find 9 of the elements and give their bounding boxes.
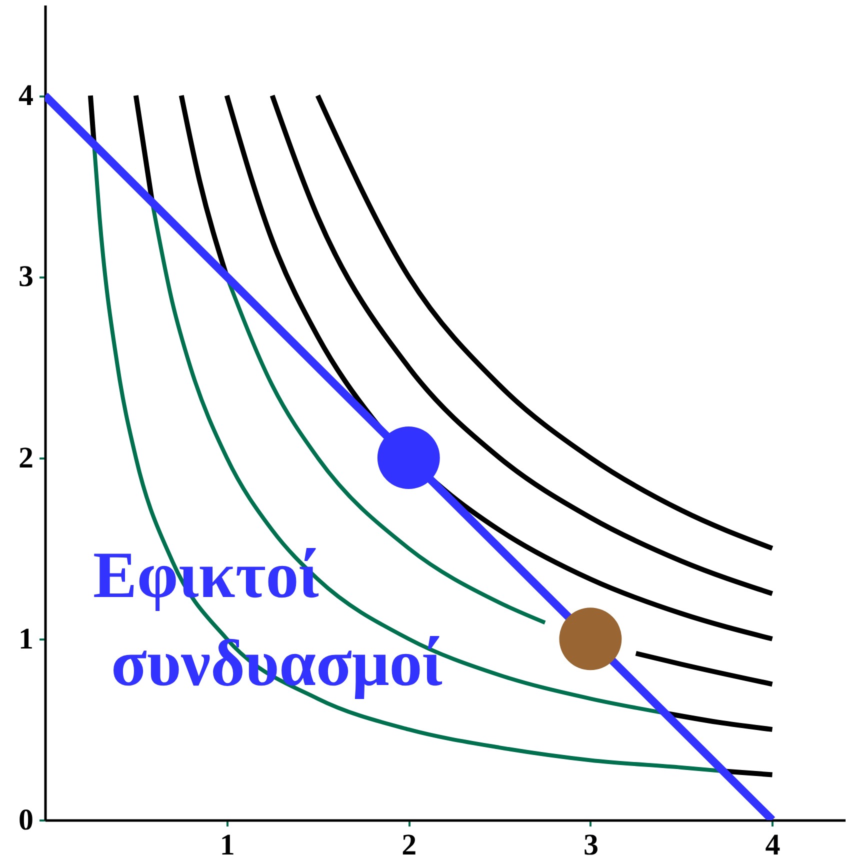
x-tick-label: 2 bbox=[402, 828, 417, 862]
y-tick-label: 0 bbox=[18, 804, 34, 836]
x-tick-label: 3 bbox=[583, 828, 598, 862]
x-tick-label: 1 bbox=[220, 828, 235, 862]
y-tick-label: 2 bbox=[18, 441, 34, 474]
y-tick-label: 3 bbox=[18, 260, 34, 294]
y-tick-label: 1 bbox=[18, 622, 34, 656]
y-tick-label: 4 bbox=[18, 79, 34, 112]
x-tick-label: 4 bbox=[765, 828, 780, 862]
